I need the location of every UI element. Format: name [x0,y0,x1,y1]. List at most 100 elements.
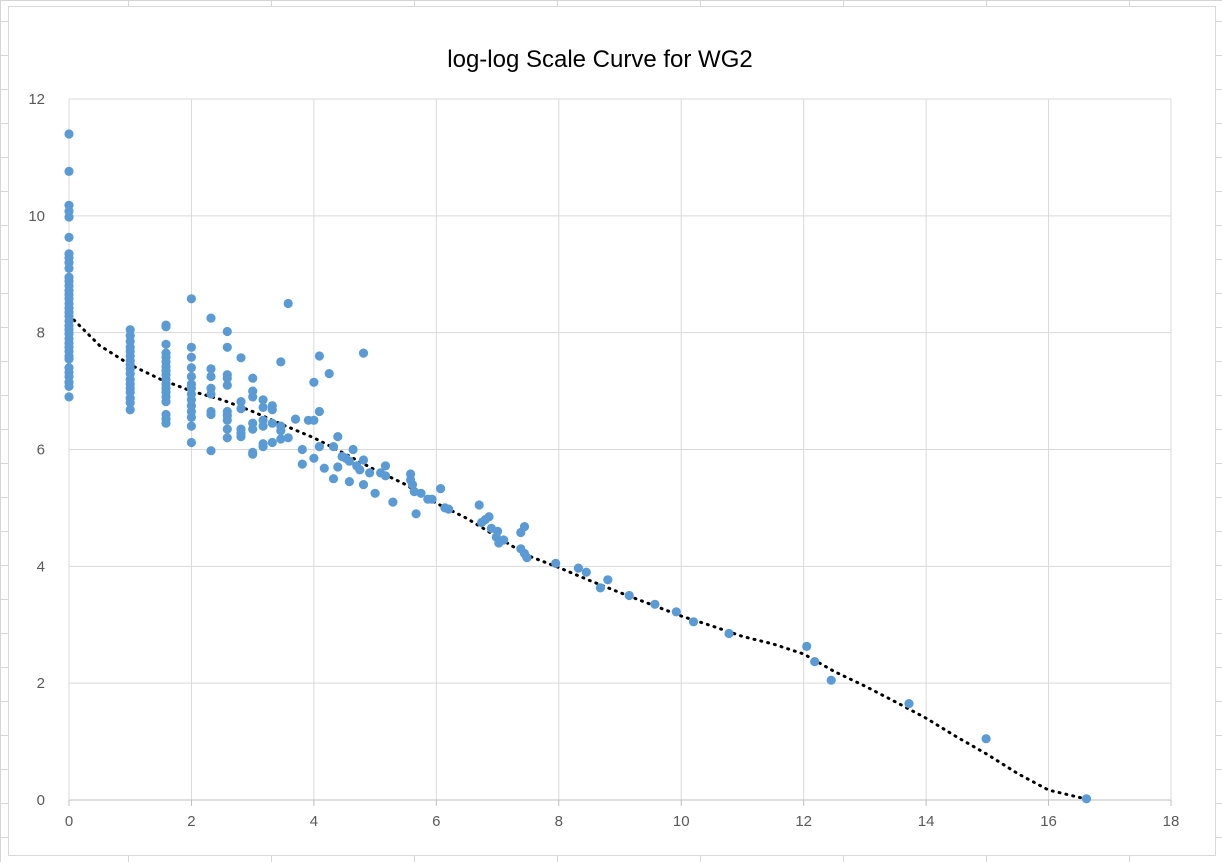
data-point [64,166,74,176]
y-tick-label: 10 [28,208,45,225]
data-point [826,675,836,685]
data-point [161,339,171,349]
data-point [186,342,196,352]
plot-axes: 0 2 4 6 8 10 12 14 16 18 0 2 4 6 8 10 12 [28,91,1179,830]
data-point [186,294,196,304]
data-point [810,657,820,667]
data-point [206,389,216,399]
data-point [314,351,324,361]
data-point [650,599,660,609]
data-point [358,348,369,358]
data-point [328,442,339,452]
chart-area[interactable]: 0 2 4 6 8 10 12 14 16 18 0 2 4 6 8 10 12 log-log Scale C… [8,6,1216,856]
data-point [64,381,74,391]
y-tick-label: 2 [37,675,45,692]
data-point [248,373,258,383]
data-point [64,129,74,139]
data-point [328,474,339,484]
data-point [64,392,74,402]
data-point [309,377,319,387]
trendline [67,313,1087,801]
data-point [206,313,216,323]
data-point [161,418,171,428]
data-point [904,699,914,709]
data-point [474,500,484,510]
data-point [258,402,268,412]
x-tick-label: 0 [65,813,73,830]
data-point [258,421,268,431]
data-point [267,418,277,428]
data-point [358,455,369,465]
data-point [671,607,681,617]
x-tick-label: 18 [1163,813,1180,830]
data-point [186,352,196,362]
data-point [981,734,991,744]
data-point [581,567,591,577]
data-point [380,461,391,471]
data-point [595,583,606,593]
data-point [724,628,734,639]
data-point [348,444,358,455]
data-point [276,434,286,444]
data-point [484,512,494,522]
data-point [186,421,196,431]
data-point [283,298,293,309]
data-point [297,444,307,455]
data-point [388,497,398,507]
data-point [370,488,380,498]
data-points-layer [64,129,1092,804]
data-point [206,446,216,456]
data-point [222,373,232,383]
data-point [248,424,258,434]
y-tick-label: 4 [37,558,45,575]
data-point [319,463,329,473]
data-point [314,406,324,417]
data-point [206,371,216,382]
data-point [573,563,584,573]
data-point [688,617,699,627]
data-point [186,363,196,373]
data-point [283,433,293,443]
data-point [276,357,286,367]
data-point [314,442,324,452]
data-point [355,465,365,475]
sheet-column-line [0,0,1,862]
data-point [125,398,135,408]
data-point [309,415,319,425]
data-point [436,484,446,494]
y-tick-label: 8 [37,325,45,342]
x-tick-label: 4 [310,813,318,830]
data-point [427,494,437,504]
data-point [344,477,354,487]
data-point [333,462,343,472]
trendline-layer [67,313,1087,801]
data-point [309,453,319,463]
data-point [186,437,196,448]
data-point [519,522,530,532]
data-point [258,442,268,452]
data-point [324,369,334,379]
data-point [258,395,268,405]
data-point [624,590,634,601]
data-point [64,212,74,222]
data-point [276,426,286,436]
x-tick-label: 16 [1040,813,1057,830]
x-tick-label: 6 [432,813,440,830]
data-point [344,456,354,466]
data-point [358,480,369,490]
data-point [125,405,135,415]
plot-grid [69,98,1172,800]
data-point [222,326,232,337]
data-point [206,364,216,374]
data-point [236,397,246,407]
data-point [499,535,509,545]
data-point [64,232,74,242]
chart-title: log-log Scale Curve for WG2 [447,46,752,73]
data-point [236,404,246,414]
data-point [444,504,454,514]
data-point [333,432,343,442]
y-tick-label: 12 [28,91,45,108]
data-point [206,409,216,420]
y-tick-label: 6 [37,442,45,459]
data-point [222,380,232,390]
